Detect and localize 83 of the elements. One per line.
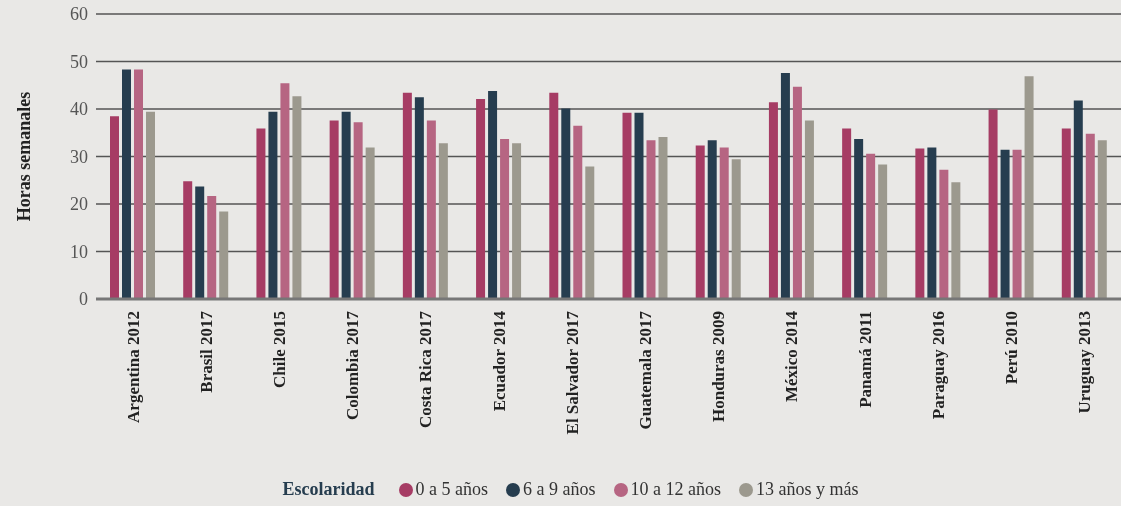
y-tick-label: 0 bbox=[79, 289, 88, 310]
bar bbox=[329, 120, 339, 299]
y-tick-label: 30 bbox=[70, 146, 88, 167]
bar bbox=[365, 147, 375, 299]
bar bbox=[573, 125, 583, 299]
bar bbox=[110, 116, 119, 299]
bar bbox=[256, 128, 266, 299]
x-tick-label: Ecuador 2014 bbox=[489, 310, 509, 412]
bar bbox=[792, 86, 802, 299]
bar bbox=[122, 69, 131, 299]
x-tick-label: Guatemala 2017 bbox=[636, 310, 656, 430]
x-tick-label: Costa Rica 2017 bbox=[416, 310, 436, 429]
bar bbox=[426, 120, 436, 299]
bar bbox=[927, 147, 937, 299]
bar bbox=[707, 140, 717, 299]
bar bbox=[695, 145, 705, 299]
bar bbox=[512, 143, 522, 299]
y-axis-title: Horas semanales bbox=[14, 91, 35, 222]
bar bbox=[219, 211, 229, 299]
bar bbox=[207, 195, 217, 299]
bar bbox=[488, 90, 498, 299]
bar bbox=[915, 148, 925, 299]
bar bbox=[878, 164, 888, 299]
bar bbox=[195, 186, 205, 299]
y-tick-label: 20 bbox=[70, 194, 88, 215]
x-tick-label: Paraguay 2016 bbox=[928, 311, 948, 420]
bar bbox=[183, 181, 193, 299]
bar bbox=[1061, 128, 1071, 299]
bar bbox=[280, 83, 290, 299]
bar bbox=[146, 111, 155, 299]
bar bbox=[476, 99, 486, 299]
bar bbox=[438, 143, 448, 299]
bar bbox=[1073, 100, 1083, 299]
bar bbox=[658, 137, 668, 299]
x-tick-label: Uruguay 2013 bbox=[1075, 311, 1095, 414]
x-tick-label: Honduras 2009 bbox=[709, 311, 729, 422]
y-tick-label: 60 bbox=[70, 4, 88, 25]
bar bbox=[1085, 133, 1095, 299]
bar bbox=[353, 122, 363, 299]
bar bbox=[842, 128, 852, 299]
y-tick-label: 50 bbox=[70, 51, 88, 72]
bar bbox=[341, 111, 351, 299]
bar bbox=[134, 69, 143, 299]
bar bbox=[622, 112, 632, 299]
bar bbox=[804, 120, 814, 299]
x-tick-label: México 2014 bbox=[782, 310, 802, 403]
bar bbox=[731, 159, 741, 299]
bar bbox=[646, 140, 656, 299]
bar bbox=[634, 112, 644, 299]
bar bbox=[585, 166, 595, 299]
bar bbox=[951, 182, 961, 299]
bar bbox=[1000, 149, 1010, 299]
x-tick-label: El Salvador 2017 bbox=[562, 310, 582, 435]
x-tick-label: Panamá 2011 bbox=[855, 311, 875, 408]
bar bbox=[780, 72, 790, 299]
bar bbox=[988, 109, 998, 299]
bar bbox=[414, 97, 424, 299]
x-tick-label: Argentina 2012 bbox=[123, 311, 143, 423]
bar bbox=[402, 92, 412, 299]
bar bbox=[268, 111, 278, 299]
legend-label: 0 a 5 años bbox=[415, 479, 489, 500]
bar bbox=[866, 153, 876, 299]
legend-label: 10 a 12 años bbox=[630, 479, 721, 500]
legend-label: 6 a 9 años bbox=[523, 479, 596, 500]
x-tick-label: Colombia 2017 bbox=[343, 310, 363, 421]
bar bbox=[1012, 149, 1022, 299]
x-tick-label: Chile 2015 bbox=[269, 311, 289, 388]
bar bbox=[1097, 140, 1107, 299]
x-tick-label: Perú 2010 bbox=[1002, 311, 1022, 385]
bar bbox=[500, 138, 510, 299]
legend-label: 13 años y más bbox=[755, 479, 859, 500]
bar bbox=[549, 92, 559, 299]
bar bbox=[561, 108, 571, 299]
legend-title: Escolaridad bbox=[282, 479, 375, 500]
bar bbox=[1024, 76, 1034, 299]
bar bbox=[768, 102, 778, 299]
bar bbox=[939, 169, 949, 299]
bar bbox=[292, 96, 302, 299]
x-tick-label: Brasil 2017 bbox=[196, 310, 216, 393]
y-tick-label: 40 bbox=[70, 99, 88, 120]
bar bbox=[719, 147, 729, 299]
bar bbox=[854, 138, 864, 299]
y-tick-label: 10 bbox=[70, 241, 88, 262]
